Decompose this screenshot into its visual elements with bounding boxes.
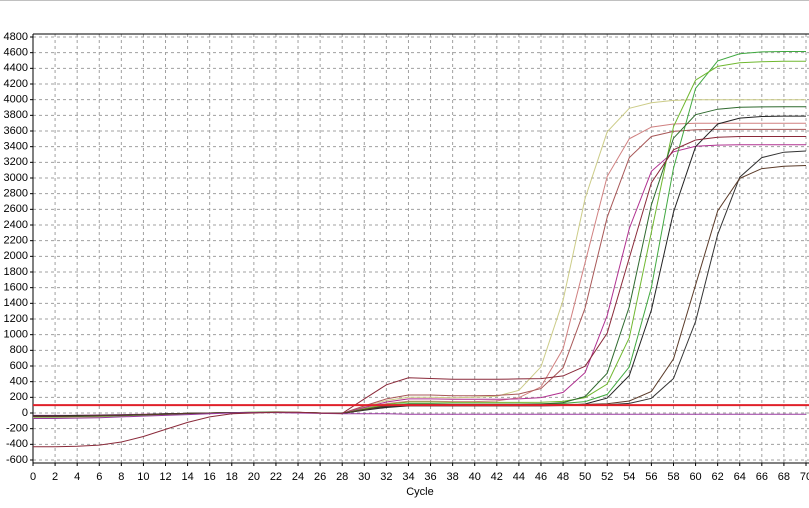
y-tick-label: -400 [6, 438, 28, 450]
y-tick-label: 200 [10, 391, 28, 403]
x-tick-label: 58 [667, 471, 679, 483]
y-tick-label: 4600 [4, 47, 28, 59]
x-tick-label: 48 [557, 471, 569, 483]
y-tick-label: 4000 [4, 94, 28, 106]
y-tick-label: 0 [22, 407, 28, 419]
y-tick-label: 4400 [4, 62, 28, 74]
y-tick-label: 2800 [4, 188, 28, 200]
x-tick-label: 32 [380, 471, 392, 483]
y-tick-label: 3000 [4, 172, 28, 184]
x-tick-label: 30 [358, 471, 370, 483]
y-tick-label: 1200 [4, 313, 28, 325]
y-tick-label: 1400 [4, 297, 28, 309]
x-tick-label: 46 [535, 471, 547, 483]
x-tick-label: 36 [424, 471, 436, 483]
y-tick-label: -200 [6, 423, 28, 435]
y-tick-label: 2400 [4, 219, 28, 231]
series-line [33, 136, 806, 448]
x-tick-label: 50 [579, 471, 591, 483]
y-tick-label: 3200 [4, 156, 28, 168]
x-tick-label: 0 [30, 471, 36, 483]
y-tick-label: 3600 [4, 125, 28, 137]
x-tick-label: 22 [270, 471, 282, 483]
x-tick-label: 10 [137, 471, 149, 483]
x-tick-label: 44 [513, 471, 525, 483]
x-tick-label: 26 [314, 471, 326, 483]
x-tick-label: 66 [756, 471, 768, 483]
y-tick-label: 4200 [4, 78, 28, 90]
y-tick-label: 2000 [4, 250, 28, 262]
y-tick-label: 400 [10, 376, 28, 388]
x-tick-label: 16 [204, 471, 216, 483]
y-tick-label: 1800 [4, 266, 28, 278]
y-tick-label: 4800 [4, 31, 28, 43]
y-tick-label: 1600 [4, 282, 28, 294]
y-tick-label: 2600 [4, 203, 28, 215]
x-tick-label: 24 [292, 471, 304, 483]
x-tick-label: 54 [623, 471, 635, 483]
y-tick-label: -600 [6, 454, 28, 466]
x-tick-label: 18 [226, 471, 238, 483]
x-tick-label: 60 [689, 471, 701, 483]
x-axis-label: Cycle [406, 486, 434, 498]
x-tick-label: 28 [336, 471, 348, 483]
x-tick-label: 2 [52, 471, 58, 483]
x-tick-label: 12 [159, 471, 171, 483]
x-tick-label: 68 [778, 471, 790, 483]
x-tick-label: 34 [402, 471, 414, 483]
x-tick-label: 62 [712, 471, 724, 483]
x-tick-label: 38 [447, 471, 459, 483]
series-line [33, 412, 806, 419]
y-tick-label: 3400 [4, 141, 28, 153]
x-tick-label: 70 [800, 471, 809, 483]
x-tick-label: 8 [118, 471, 124, 483]
x-tick-label: 6 [96, 471, 102, 483]
x-tick-label: 4 [74, 471, 80, 483]
y-tick-label: 800 [10, 344, 28, 356]
plot [33, 51, 809, 448]
x-tick-label: 14 [181, 471, 193, 483]
x-tick-label: 42 [491, 471, 503, 483]
grid [30, 33, 809, 466]
x-tick-label: 40 [469, 471, 481, 483]
y-tick-label: 3800 [4, 109, 28, 121]
x-tick-label: 52 [601, 471, 613, 483]
x-tick-label: 56 [645, 471, 657, 483]
y-tick-label: 600 [10, 360, 28, 372]
x-tick-label: 64 [734, 471, 746, 483]
y-tick-label: 2200 [4, 235, 28, 247]
y-tick-label: 1000 [4, 329, 28, 341]
x-tick-label: 20 [248, 471, 260, 483]
